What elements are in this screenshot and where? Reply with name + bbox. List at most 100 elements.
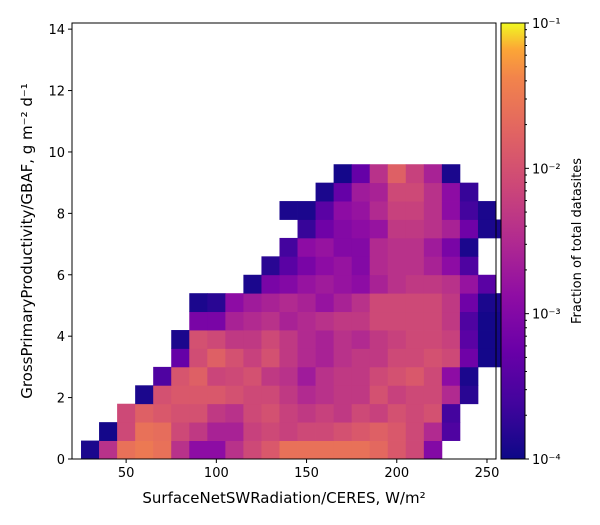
y-tick: 2 [57,392,72,407]
heatmap-cell [243,311,262,331]
heatmap-cell [261,293,280,313]
heatmap-cell [297,366,316,386]
heatmap-cell [315,293,335,313]
heatmap-cell [243,293,262,313]
heatmap-cell [207,330,226,349]
heatmap-cell [369,403,389,423]
heatmap-cell [387,182,407,202]
heatmap-cell [387,385,407,405]
heatmap-cell [243,403,262,423]
heatmap-cell [333,164,353,184]
heatmap-cell [405,385,425,405]
heatmap-cell [387,293,407,313]
heatmap-cell [405,237,425,257]
heatmap-cell [405,422,425,441]
heatmap-cell [261,256,280,276]
heatmap-cell [423,256,443,276]
heatmap-cell [81,440,100,460]
heatmap-cell [243,385,262,405]
heatmap-cell [333,237,353,257]
heatmap-cell [315,440,335,460]
heatmap-cell [261,366,280,386]
heatmap-cell [459,219,479,239]
heatmap-cell [315,274,335,294]
heatmap-cell [351,182,371,202]
heatmap-cell [405,182,425,202]
x-axis-ticks: 50 100 150 200 250 [118,459,500,481]
y-tick-label: 0 [57,453,65,468]
heatmap-cell [369,366,389,386]
heatmap-cell [423,440,443,460]
heatmap-cell [243,422,262,441]
heatmap-cell [369,385,389,405]
heatmap-cell [351,311,371,331]
heatmap-cell [315,385,335,405]
heatmap-cell [459,330,479,349]
heatmap-cell [351,256,371,276]
colorbar-ticks: 10⁻⁴ 10⁻³ 10⁻² 10⁻¹ [525,17,561,468]
heatmap-cell [387,311,407,331]
heatmap-cell [405,403,425,423]
heatmap-cell [351,274,371,294]
heatmap-cell [477,274,497,294]
heatmap-cell [225,311,244,331]
heatmap-cell [297,330,316,349]
heatmap-cell [171,330,190,349]
heatmap-cell [477,219,497,239]
heatmap-cell [405,348,425,368]
x-tick: 50 [118,459,134,481]
heatmap-cell [441,403,461,423]
heatmap-cell [297,293,316,313]
y-tick: 6 [57,269,72,284]
heatmap-cell [459,293,479,313]
heatmap-cell [405,366,425,386]
heatmap-cell [459,237,479,257]
heatmap-cell [297,385,316,405]
heatmap-cell [333,440,353,460]
heatmap-cell [279,385,298,405]
heatmap-cell [297,440,316,460]
heatmap-cell [405,164,425,184]
heatmap-cell [423,330,443,349]
colorbar-label: Fraction of total datasites [570,158,585,324]
heatmap-cell [171,422,190,441]
heatmap-cell [459,366,479,386]
heatmap-cell [369,422,389,441]
heatmap-cell [333,293,353,313]
x-tick-label: 250 [475,466,500,481]
x-tick: 200 [384,459,409,481]
heatmap-cell [315,403,335,423]
colorbar-tick: 10⁻³ [525,308,561,323]
heatmap-cell [315,366,335,386]
heatmap-cell [387,256,407,276]
heatmap-cell [297,219,316,239]
heatmap-cell [279,422,298,441]
heatmap-cell [333,422,353,441]
heatmap-cell [153,440,172,460]
heatmap-cell [189,422,208,441]
heatmap-cell [351,201,371,220]
y-tick-label: 2 [57,392,65,407]
heatmap-cell [333,385,353,405]
heatmap-cell [207,440,226,460]
heatmap-cell [369,201,389,220]
heatmap-cell [459,385,479,405]
heatmap-cell [279,293,298,313]
heatmap-cell [405,440,425,460]
heatmap-cell [243,348,262,368]
heatmap-cell [387,403,407,423]
y-tick: 4 [57,330,72,345]
heatmap-cell [189,385,208,405]
colorbar-tick-label: 10⁻⁴ [532,453,561,468]
heatmap-cell [261,311,280,331]
heatmap-cell [315,311,335,331]
heatmap-cell [99,440,118,460]
heatmap-cell [369,274,389,294]
heatmap-cell [297,237,316,257]
heatmap-cell [351,422,371,441]
heatmap-cell [351,164,371,184]
heatmap-cell [387,422,407,441]
heatmap-cell [189,348,208,368]
heatmap-cell [261,422,280,441]
heatmap-cell [369,311,389,331]
